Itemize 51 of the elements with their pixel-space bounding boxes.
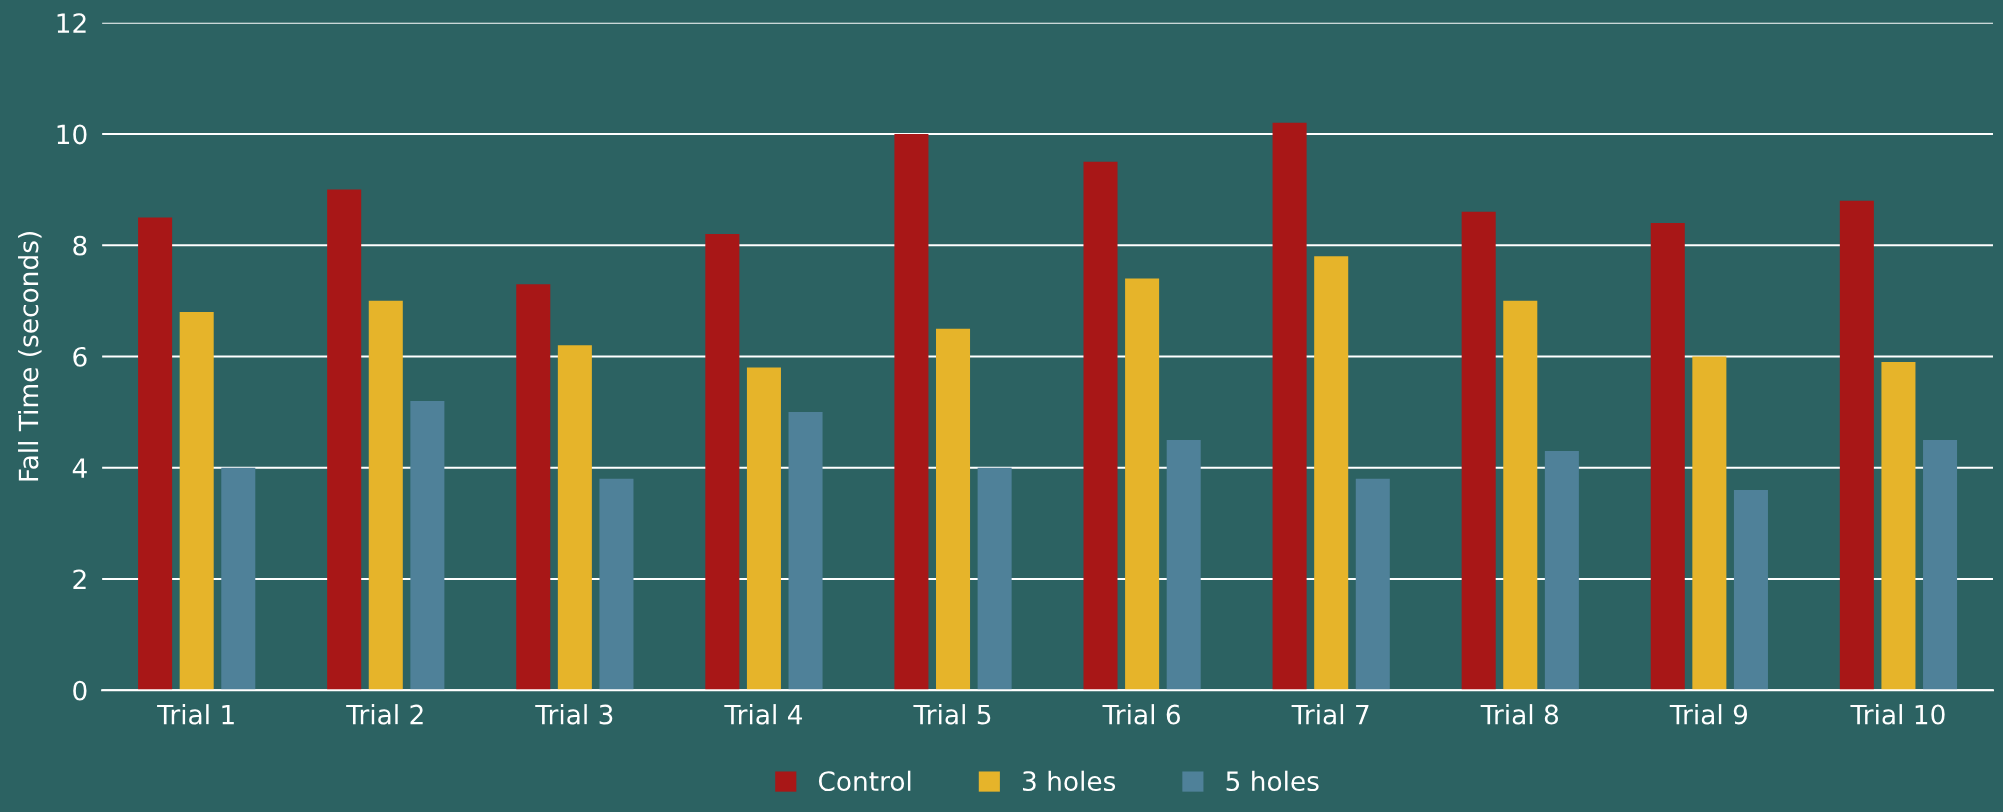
x-tick-label: Trial 2 [346,704,423,725]
legend-label: 3 holes [1023,770,1116,792]
y-axis-title: Fall Time (seconds) [18,232,42,481]
bar [138,217,173,691]
x-tick-label: Trial 9 [1669,704,1748,725]
bar [1083,161,1118,691]
y-tick-label: 0 [73,680,87,701]
bar [1503,300,1538,691]
bar [1544,451,1579,691]
bar [327,189,362,691]
y-tick-label: 10 [57,124,87,145]
bar [1839,200,1874,691]
x-tick-label: Trial 3 [535,704,613,725]
bar [746,367,781,691]
x-tick-label: Trial 4 [724,704,803,725]
bar [705,234,740,691]
legend-label: Control [818,770,911,792]
x-tick-label: Trial 5 [913,704,991,725]
bar [1881,362,1916,691]
bar [599,478,634,691]
bar [788,412,823,691]
x-tick-label: Trial 7 [1291,704,1369,725]
bar [1461,211,1496,691]
x-tick-label: Trial 1 [157,704,234,725]
y-tick-label: 8 [73,235,87,256]
x-tick-label: Trial 6 [1102,704,1180,725]
legend-label: 5 holes [1226,770,1319,792]
y-tick-label: 2 [73,569,86,589]
bar [977,467,1012,691]
bar [1125,278,1160,691]
bar [894,133,929,691]
bar [1355,478,1390,691]
bar [1314,256,1349,691]
bar [1272,122,1307,691]
bar [410,400,445,691]
bar [516,284,551,691]
x-tick-label: Trial 10 [1850,704,1945,725]
y-tick-label: 6 [73,346,87,367]
bar [221,467,256,691]
bar [179,311,214,691]
bar [1923,439,1958,691]
bar [1692,356,1727,691]
bar [936,328,971,691]
bar [1166,439,1201,691]
y-tick-label: 12 [57,13,86,33]
y-tick-label: 4 [72,458,87,478]
bar [1650,222,1685,691]
bar [557,345,592,691]
bar [368,300,403,691]
bar [1733,489,1768,691]
x-tick-label: Trial 8 [1480,704,1559,725]
